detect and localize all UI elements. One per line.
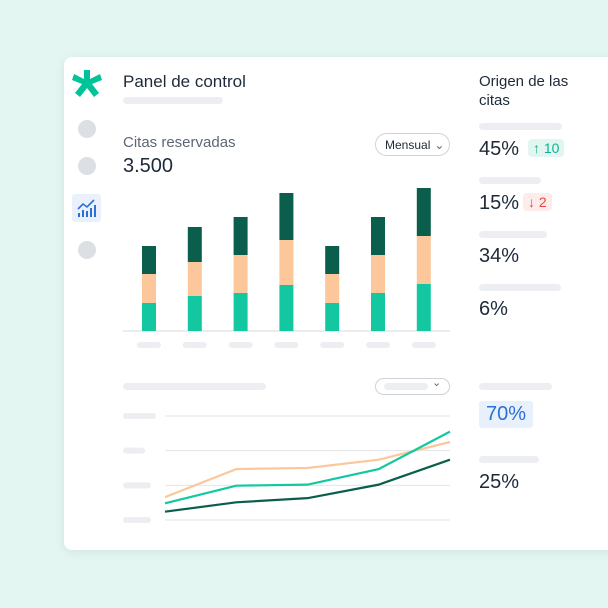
y-tick-placeholder bbox=[123, 413, 156, 419]
bar-segment bbox=[279, 240, 294, 285]
placeholder bbox=[479, 456, 539, 463]
x-tick-placeholder bbox=[228, 342, 253, 348]
placeholder bbox=[479, 383, 552, 390]
placeholder bbox=[479, 123, 562, 130]
chart-line-icon bbox=[77, 199, 96, 217]
highlight-value: 70% bbox=[479, 401, 534, 428]
sidebar-item-1[interactable] bbox=[78, 120, 96, 138]
placeholder bbox=[123, 97, 223, 104]
x-tick-placeholder bbox=[274, 342, 299, 348]
bar-segment bbox=[371, 293, 385, 331]
placeholder bbox=[384, 383, 428, 390]
x-tick-placeholder bbox=[137, 342, 161, 348]
bar-segment bbox=[325, 274, 340, 303]
placeholder bbox=[479, 284, 561, 291]
x-tick-placeholder bbox=[320, 342, 345, 348]
y-tick-placeholder bbox=[123, 447, 145, 454]
origin-title: Origen de las citas bbox=[479, 73, 569, 109]
chevron-down-icon: ⌄ bbox=[434, 138, 445, 152]
origin-value: 6% bbox=[479, 298, 508, 320]
chevron-down-icon: ⌄ bbox=[432, 377, 442, 389]
delta-up-badge: ↑ 10 bbox=[528, 139, 565, 157]
arrow-down-icon: ↓ bbox=[528, 194, 535, 210]
period-value: Mensual bbox=[385, 138, 431, 152]
origin-value: 15% bbox=[479, 192, 520, 214]
x-tick-placeholder bbox=[411, 342, 436, 348]
bar-segment bbox=[142, 303, 156, 331]
bar-segment bbox=[233, 255, 248, 293]
bar-segment bbox=[142, 274, 156, 303]
bar-segment bbox=[371, 255, 385, 293]
bar-segment bbox=[279, 193, 294, 240]
bar-chart bbox=[123, 188, 450, 348]
sidebar-item-4[interactable] bbox=[78, 241, 96, 259]
y-tick-placeholder bbox=[123, 517, 151, 523]
placeholder bbox=[479, 177, 541, 184]
delta-value: 2 bbox=[538, 194, 547, 210]
delta-value: 10 bbox=[543, 140, 560, 156]
series-line bbox=[164, 440, 451, 499]
bar-segment bbox=[233, 293, 248, 331]
placeholder bbox=[479, 231, 547, 238]
bar-segment bbox=[416, 236, 431, 284]
bar-segment bbox=[187, 227, 202, 262]
delta-down-badge: ↓ 2 bbox=[523, 193, 552, 211]
origin-value: 45% bbox=[479, 138, 520, 160]
line-period-dropdown[interactable]: ⌄ bbox=[375, 377, 450, 395]
bookings-label: Citas reservadas bbox=[123, 134, 236, 151]
y-tick-placeholder bbox=[123, 482, 151, 489]
asterisk-logo-icon bbox=[72, 70, 102, 97]
bar-segment bbox=[142, 246, 156, 274]
x-tick-placeholder bbox=[182, 342, 207, 348]
x-tick-placeholder bbox=[366, 342, 390, 348]
sidebar-item-analytics[interactable] bbox=[72, 194, 101, 222]
series-line bbox=[164, 458, 451, 513]
bar-segment bbox=[233, 217, 248, 255]
period-dropdown[interactable]: Mensual ⌄ bbox=[375, 133, 450, 156]
bar-segment bbox=[371, 217, 385, 255]
sidebar-item-2[interactable] bbox=[78, 157, 96, 175]
line-chart bbox=[123, 413, 451, 523]
bookings-value: 3.500 bbox=[123, 155, 174, 177]
arrow-up-icon: ↑ bbox=[533, 140, 540, 156]
bar-segment bbox=[416, 188, 431, 236]
bar-segment bbox=[187, 296, 202, 331]
origin-value: 34% bbox=[479, 245, 520, 267]
bar-segment bbox=[325, 246, 340, 274]
bar-segment bbox=[416, 284, 431, 331]
page-title: Panel de control bbox=[123, 72, 246, 91]
secondary-value: 25% bbox=[479, 471, 520, 493]
placeholder bbox=[123, 383, 266, 390]
dashboard-card: Panel de control Citas reservadas 3.500 … bbox=[64, 57, 608, 550]
bar-segment bbox=[187, 262, 202, 296]
bar-segment bbox=[325, 303, 340, 331]
bar-segment bbox=[279, 285, 294, 331]
series-line bbox=[164, 430, 451, 505]
